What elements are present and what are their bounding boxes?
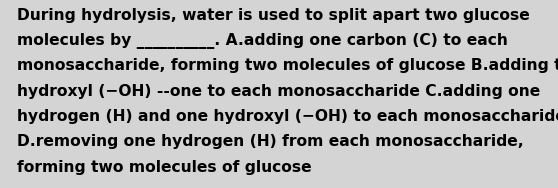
Text: forming two molecules of glucose: forming two molecules of glucose	[17, 160, 311, 175]
Text: hydroxyl (−OH) --one to each monosaccharide C.adding one: hydroxyl (−OH) --one to each monosacchar…	[17, 84, 540, 99]
Text: During hydrolysis, water is used to split apart two glucose: During hydrolysis, water is used to spli…	[17, 8, 530, 23]
Text: hydrogen (H) and one hydroxyl (−OH) to each monosaccharide: hydrogen (H) and one hydroxyl (−OH) to e…	[17, 109, 558, 124]
Text: monosaccharide, forming two molecules of glucose B.adding two: monosaccharide, forming two molecules of…	[17, 58, 558, 73]
Text: molecules by __________. A.adding one carbon (C) to each: molecules by __________. A.adding one ca…	[17, 33, 508, 49]
Text: D.removing one hydrogen (H) from each monosaccharide,: D.removing one hydrogen (H) from each mo…	[17, 134, 523, 149]
